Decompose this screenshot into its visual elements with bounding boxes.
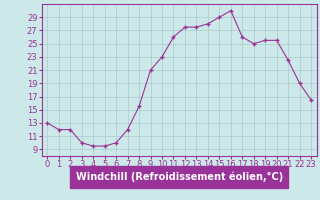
X-axis label: Windchill (Refroidissement éolien,°C): Windchill (Refroidissement éolien,°C) — [76, 172, 283, 182]
